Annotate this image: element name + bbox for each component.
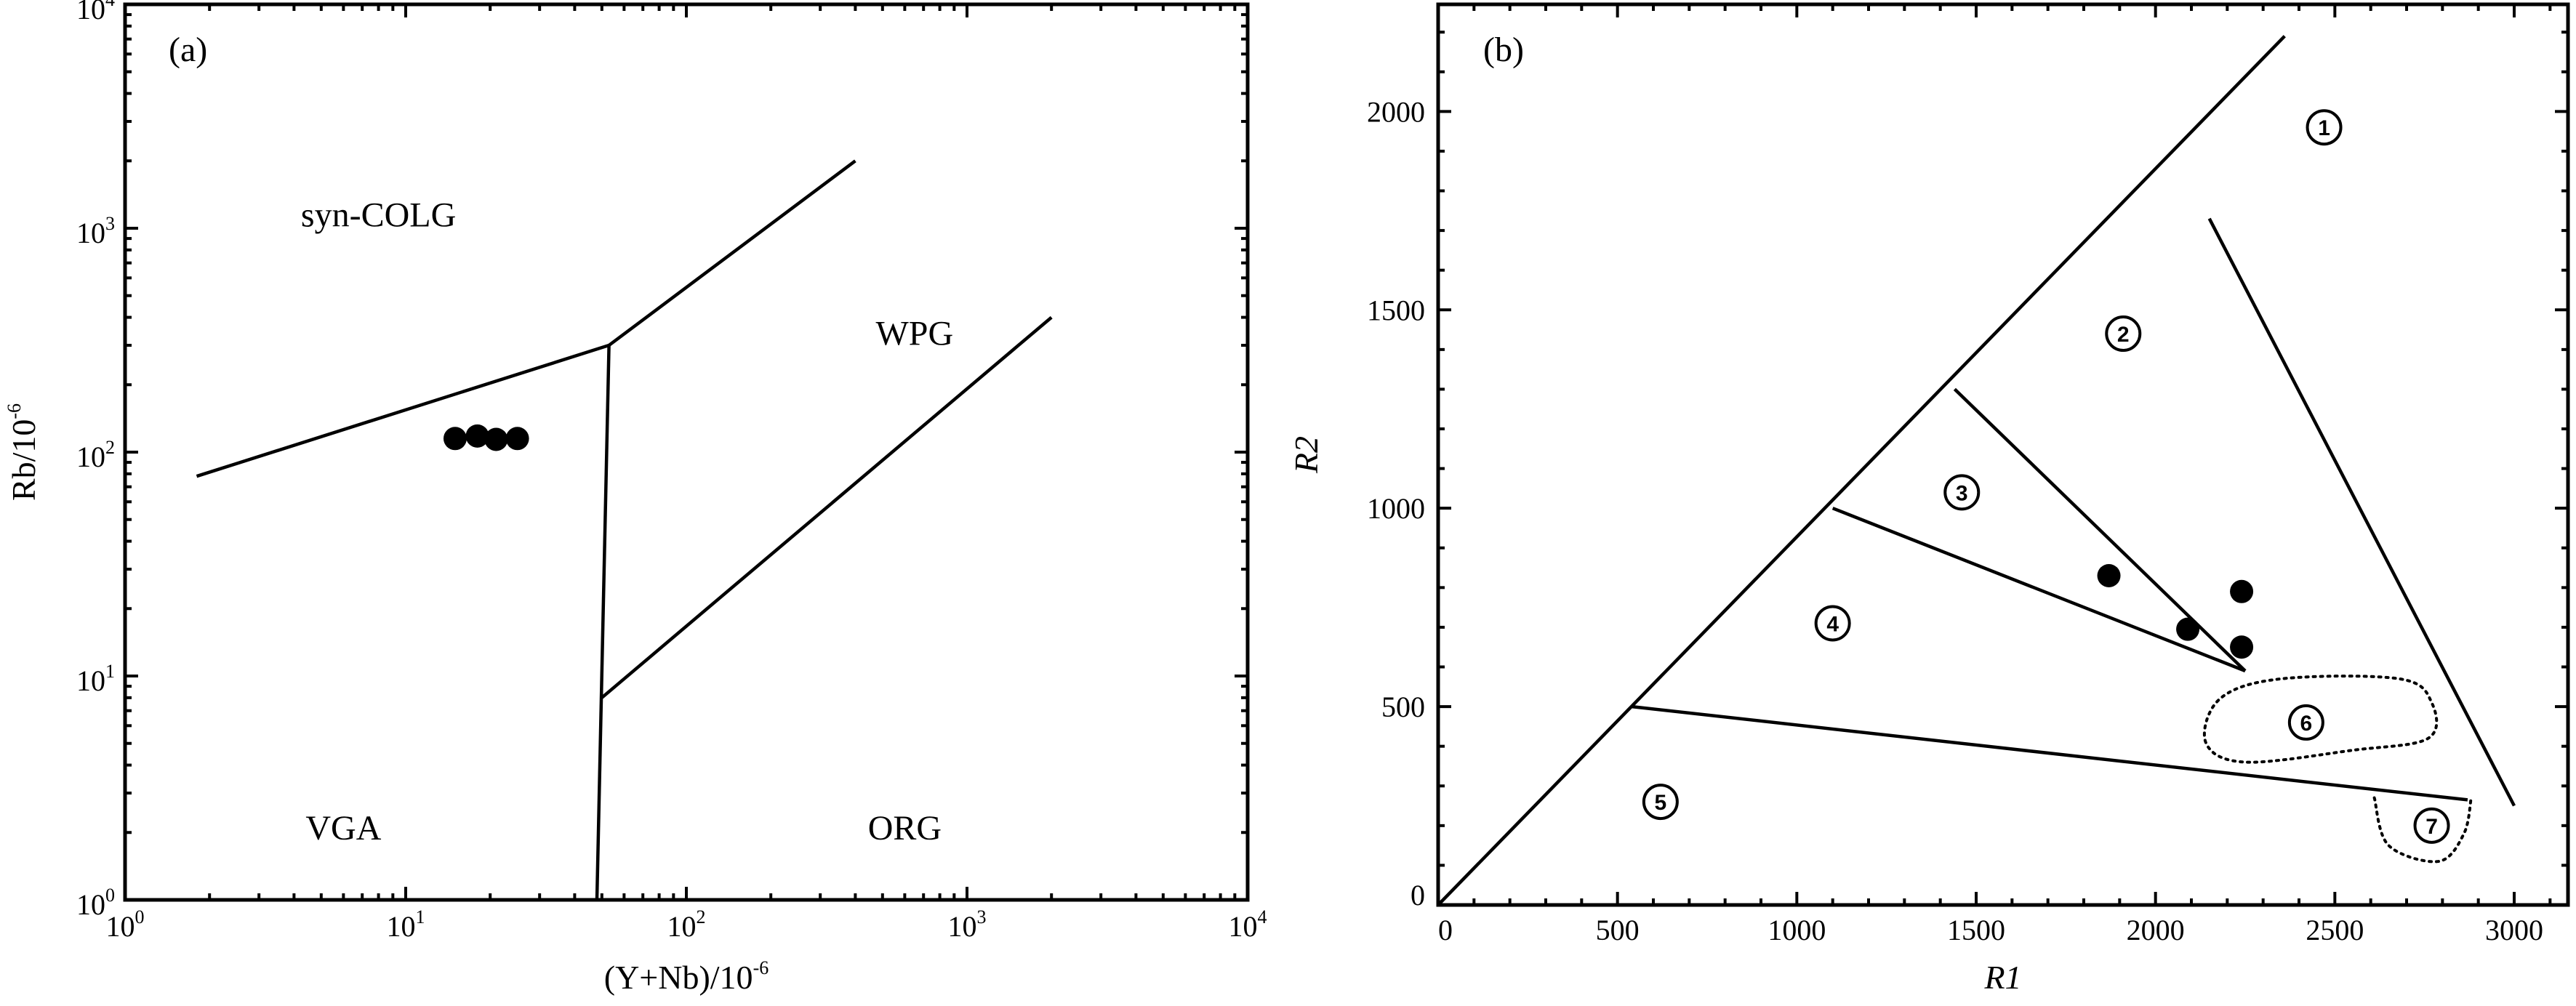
data-point [443, 427, 467, 451]
panel-b-boundary-line-2 [1632, 704, 2468, 802]
region-number-1: 1 [2318, 116, 2330, 140]
y-tick-label: 1000 [1367, 492, 1425, 525]
y-tick-label: 103 [76, 213, 115, 249]
y-tick-label: 104 [76, 0, 115, 25]
panel-b-boundary-line-5 [2207, 217, 2516, 807]
y-axis-title: R2 [1288, 436, 1325, 474]
region-marker-2 [2105, 315, 2142, 353]
data-point [2230, 635, 2254, 659]
data-point [505, 427, 529, 451]
panel-a-rb-vs-yplusnb: 100 101 102 103 104 100 101 102 103 104 syn-COLG WP… [4, 0, 1267, 996]
data-point [465, 424, 489, 448]
region-number-4: 4 [1826, 612, 1839, 636]
region-number-5: 5 [1655, 791, 1667, 815]
region-marker-6 [2287, 704, 2324, 741]
region-marker-3 [1943, 474, 1981, 511]
y-tick-label: 1500 [1367, 294, 1425, 326]
panel-b-boundary-line-1 [1437, 35, 2286, 906]
data-point [2230, 579, 2254, 603]
region-label-syn-colg: syn-COLG [301, 196, 456, 234]
data-point [484, 427, 508, 451]
region-marker-1 [2306, 109, 2343, 146]
panel-b-plot-frame [1436, 2, 2570, 907]
panel-b-boundary-line-3 [1831, 507, 2246, 673]
region-number-6: 6 [2300, 712, 2313, 736]
y-axis-title: Rb/10-6 [4, 403, 42, 501]
x-tick-label: 3000 [2485, 914, 2543, 946]
data-point [2097, 563, 2121, 587]
panel-a-boundary-line-3 [601, 315, 1053, 699]
region-marker-4 [1814, 605, 1851, 642]
y-tick-label: 102 [76, 437, 115, 473]
panel-b-r1-r2-diagram: 0 500 1000 1500 2000 2500 3000 0 500 1000 1500 2000… [1288, 2, 2570, 996]
region-label-org: ORG [868, 809, 942, 848]
data-point [2176, 617, 2200, 641]
field-outline-7 [2372, 796, 2473, 864]
region-marker-5 [1642, 784, 1679, 821]
panel-a-boundary-line-1 [196, 159, 856, 478]
x-tick-label: 1500 [1947, 914, 2005, 946]
y-tick-label: 100 [76, 885, 115, 921]
region-number-2: 2 [2117, 323, 2130, 347]
x-axis-title: (Y+Nb)/10-6 [604, 957, 769, 996]
x-tick-label: 104 [1229, 906, 1267, 943]
region-number-3: 3 [1956, 481, 1968, 505]
region-label-wpg: WPG [875, 314, 953, 353]
y-tick-label: 101 [76, 661, 115, 697]
x-tick-label: 500 [1596, 914, 1640, 946]
x-axis-title: R1 [1983, 959, 2021, 996]
panel-a-boundary-line-2 [595, 345, 611, 901]
y-tick-label: 2000 [1367, 95, 1425, 128]
x-tick-label: 102 [667, 906, 706, 943]
panel-a-plot-frame [123, 2, 1250, 902]
x-tick-label: 1000 [1768, 914, 1826, 946]
y-tick-label: 0 [1411, 879, 1425, 912]
x-tick-label: 2000 [2127, 914, 2185, 946]
panel-b-boundary-line-4 [1953, 387, 2247, 672]
x-tick-label: 0 [1438, 914, 1453, 946]
field-outline-6 [2202, 675, 2439, 764]
region-number-7: 7 [2425, 815, 2438, 839]
region-marker-7 [2413, 807, 2450, 844]
panel-b-label: (b) [1483, 31, 1524, 69]
region-label-vga: VGA [305, 809, 381, 848]
x-tick-label: 2500 [2306, 914, 2364, 946]
x-tick-label: 103 [948, 906, 987, 943]
y-tick-label: 500 [1381, 691, 1425, 723]
x-tick-label: 100 [106, 906, 145, 943]
panel-a-label: (a) [169, 31, 207, 69]
x-tick-label: 101 [387, 906, 425, 943]
